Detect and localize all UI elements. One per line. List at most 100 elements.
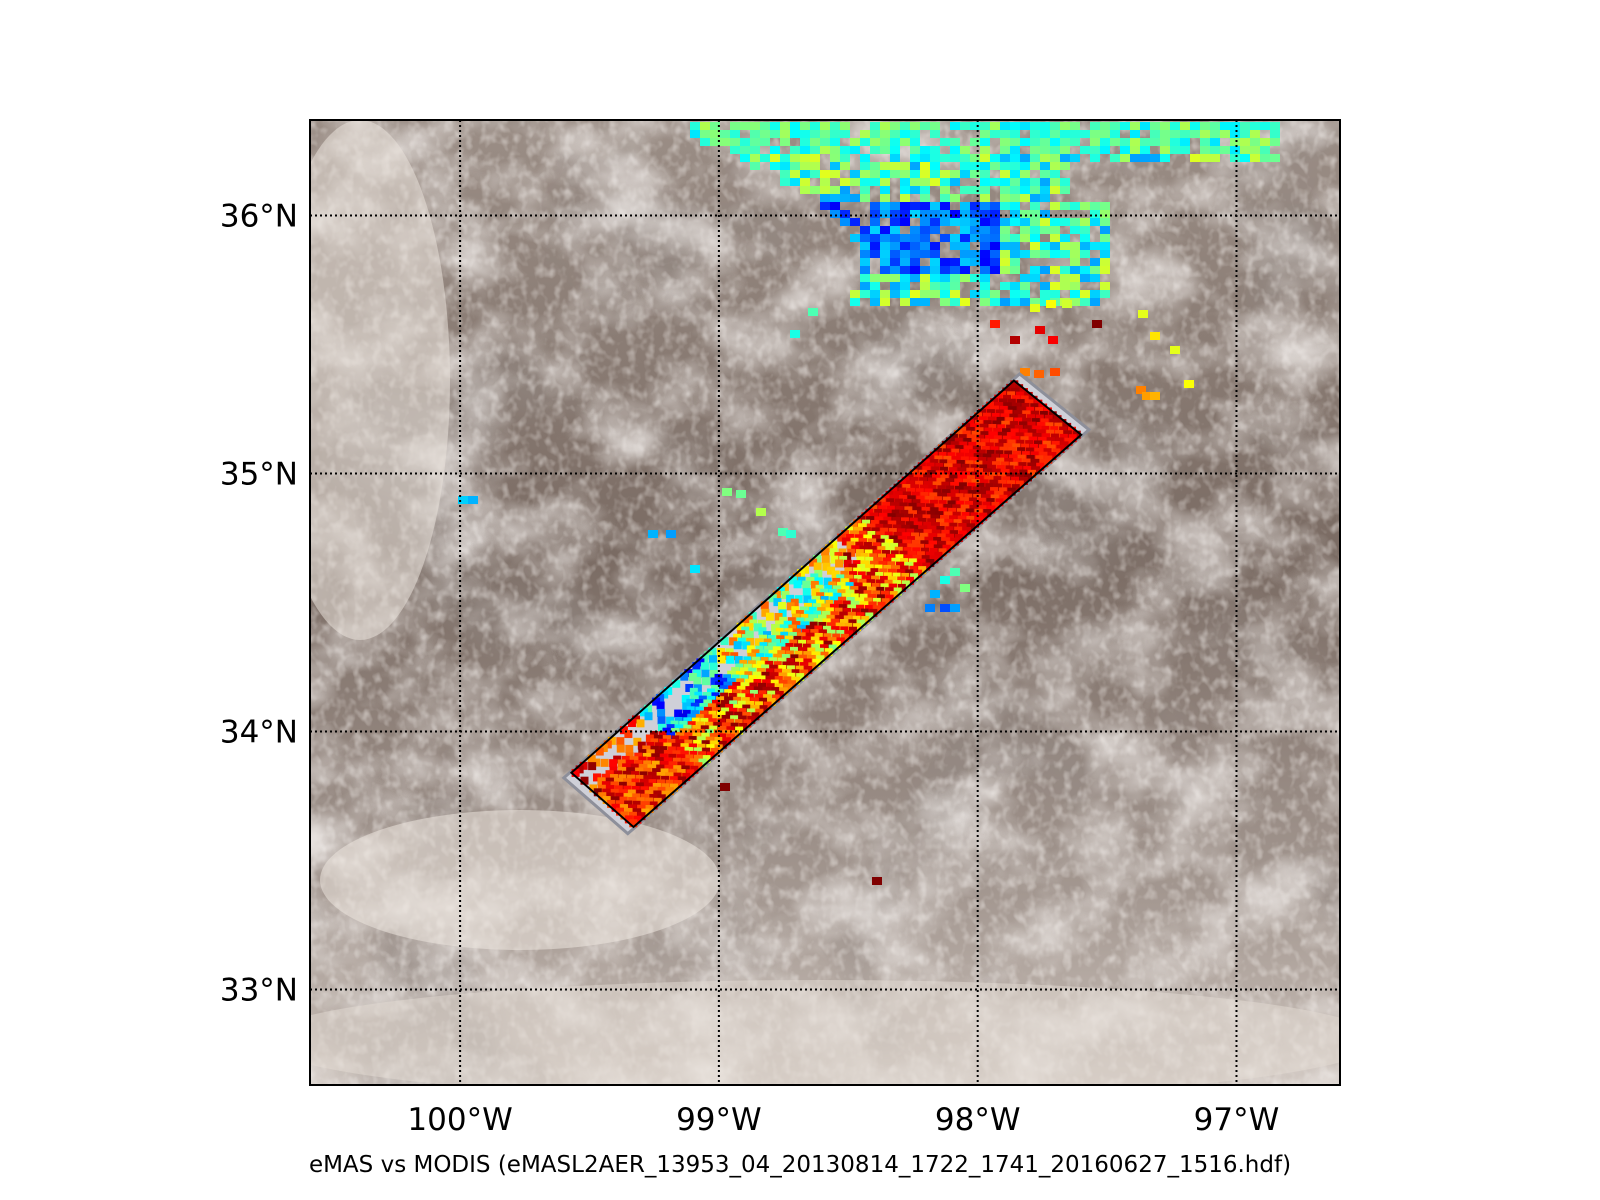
emas-pixel (872, 534, 881, 543)
emas-pixel (1034, 447, 1043, 456)
emas-pixel (873, 605, 882, 614)
emas-pixel (1015, 480, 1024, 489)
emas-pixel (661, 790, 670, 799)
emas-pixel (814, 625, 823, 634)
emas-pixel (999, 494, 1008, 503)
modis-pixel (900, 170, 910, 178)
emas-pixel (865, 556, 874, 565)
emas-pixel (926, 462, 935, 471)
modis-pixel (950, 298, 960, 306)
emas-pixel (658, 723, 667, 732)
emas-pixel (741, 634, 750, 643)
emas-pixel (1035, 407, 1044, 416)
emas-pixel (665, 779, 674, 788)
emas-pixel (987, 464, 996, 473)
emas-pixel (747, 652, 756, 661)
emas-pixel (814, 569, 823, 578)
emas-pixel (662, 735, 671, 744)
emas-pixel (731, 674, 740, 683)
modis-pixel (910, 258, 920, 266)
emas-pixel (970, 415, 979, 424)
emas-pixel (1025, 399, 1034, 408)
emas-pixel (730, 652, 739, 661)
emas-pixel (714, 744, 723, 753)
emas-pixel (689, 687, 698, 696)
modis-pixel (900, 162, 910, 170)
modis-pixel (960, 170, 970, 178)
emas-pixel (728, 692, 737, 701)
emas-pixel (635, 767, 644, 776)
emas-pixel (904, 561, 913, 570)
modis-pixel (1200, 130, 1210, 138)
modis-pixel (1070, 258, 1080, 266)
modis-pixel (1210, 122, 1220, 130)
emas-pixel (611, 796, 620, 805)
emas-pixel (681, 694, 690, 703)
emas-pixel (773, 661, 782, 670)
emas-pixel (580, 776, 589, 785)
emas-pixel (680, 750, 689, 759)
emas-pixel (734, 656, 743, 665)
emas-pixel (1045, 422, 1054, 431)
emas-pixel (1040, 418, 1049, 427)
emas-pixel (859, 593, 868, 602)
modis-pixel (890, 122, 900, 130)
emas-pixel (979, 512, 988, 521)
emas-pixel (916, 495, 925, 504)
emas-pixel (763, 694, 772, 703)
emas-pixel (1020, 436, 1029, 445)
modis-pixel (960, 218, 970, 226)
emas-pixel (891, 509, 900, 518)
emas-pixel (971, 519, 980, 528)
emas-pixel (954, 526, 963, 535)
modis-pixel (1035, 326, 1045, 334)
emas-pixel (985, 490, 994, 499)
emas-pixel (1059, 426, 1068, 435)
emas-pixel (677, 769, 686, 778)
modis-pixel (800, 186, 810, 194)
emas-pixel (726, 726, 735, 735)
emas-pixel (615, 800, 624, 809)
emas-pixel (837, 589, 846, 598)
emas-pixel (702, 747, 711, 756)
emas-pixel (942, 496, 951, 505)
emas-pixel (761, 608, 770, 617)
emas-pixel (645, 804, 654, 813)
emas-pixel (978, 505, 987, 514)
emas-pixel (910, 476, 919, 485)
emas-pixel (962, 478, 971, 487)
emas-pixel (788, 576, 797, 585)
modis-pixel (1030, 304, 1040, 312)
modis-pixel (870, 282, 880, 290)
modis-pixel (970, 122, 980, 130)
emas-pixel (950, 530, 959, 539)
emas-pixel (711, 684, 720, 693)
emas-pixel (657, 794, 666, 803)
modis-pixel (900, 290, 910, 298)
emas-pixel (989, 431, 998, 440)
modis-pixel (840, 194, 850, 202)
emas-pixel (939, 507, 948, 516)
emas-pixel (643, 775, 652, 784)
emas-pixel (656, 764, 665, 773)
emas-pixel (622, 763, 631, 772)
emas-pixel (1013, 450, 1022, 459)
emas-pixel (962, 430, 971, 439)
emas-pixel (979, 423, 988, 432)
emas-pixel (682, 709, 691, 718)
emas-pixel (940, 522, 949, 531)
modis-pixel (870, 130, 880, 138)
modis-pixel (890, 274, 900, 282)
modis-pixel (1130, 154, 1140, 162)
emas-pixel (999, 405, 1008, 414)
emas-pixel (904, 506, 913, 515)
emas-pixel (616, 744, 625, 753)
modis-pixel (950, 146, 960, 154)
emas-pixel (953, 470, 962, 479)
emas-pixel (624, 807, 633, 816)
emas-pixel (1011, 395, 1020, 404)
emas-pixel (676, 746, 685, 755)
modis-pixel (930, 210, 940, 218)
modis-pixel (1080, 226, 1090, 234)
emas-pixel (756, 660, 765, 669)
